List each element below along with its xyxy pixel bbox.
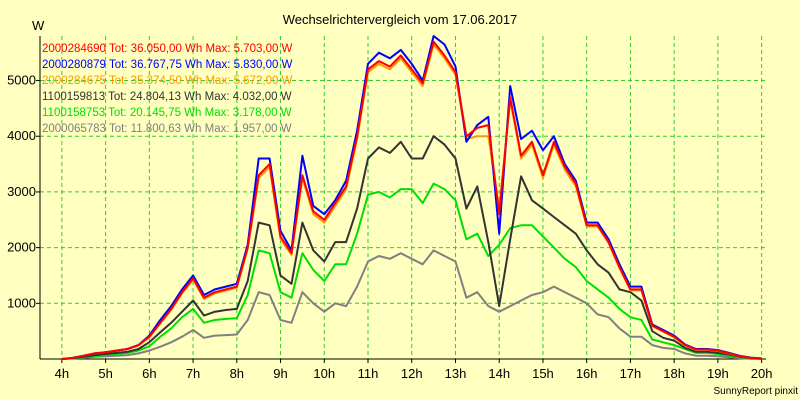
x-tick-label: 15h [532,366,554,381]
legend-entry-2000280879: 2000280879 Tot: 36.767,75 Wh Max: 5.830,… [42,59,293,71]
axis-layer: 4h 5h 6h 7h 8h 9h 10h 11h 12h 13h 14h 15h 16h 17h 18h 1… [7,36,772,381]
legend: 2000284690 Tot: 36.050,00 Wh Max: 5.703,… [42,43,293,135]
x-tick-label: 16h [576,366,598,381]
x-tick-label: 19h [707,366,729,381]
x-tick-label: 4h [55,366,69,381]
x-tick-label: 11h [358,366,379,381]
y-tick-label: 4000 [7,128,36,143]
x-tick-label: 10h [313,366,335,381]
x-tick-label: 8h [230,366,244,381]
legend-entry-2000284690: 2000284690 Tot: 36.050,00 Wh Max: 5.703,… [42,43,293,55]
legend-entry-1100158753: 1100158753 Tot: 20.145,75 Wh Max: 3.178,… [42,107,292,119]
x-tick-label: 9h [273,366,287,381]
series-line-2000284690 [61,40,762,360]
x-tick-label: 6h [142,366,156,381]
chart-title: Wechselrichtervergleich vom 17.06.2017 [283,12,518,27]
x-tick-label: 12h [401,366,423,381]
legend-entry-2000065783: 2000065783 Tot: 11.800,63 Wh Max: 1.957,… [42,123,292,135]
x-tick-label: 13h [445,366,467,381]
y-tick-label: 1000 [7,295,36,310]
x-tick-label: 20h [751,366,773,381]
y-tick-label: 2000 [7,240,36,255]
x-tick-label: 18h [663,366,685,381]
series-line-1100158753 [61,182,762,360]
y-tick-label: 5000 [7,73,36,88]
series-layer [61,35,762,360]
footer-credit: SunnyReport pinxit [714,386,799,397]
x-tick-label: 17h [620,366,642,381]
x-tick-label: 5h [98,366,112,381]
x-tick-label: 14h [488,366,510,381]
series-line-1100159813 [61,135,762,360]
x-tick-label: 7h [186,366,200,381]
y-tick-label: 3000 [7,184,36,199]
series-line-2000065783 [61,249,762,360]
y-axis-unit-label: W [32,18,45,33]
legend-entry-1100159813: 1100159813 Tot: 24.804,13 Wh Max: 4.032,… [42,91,292,103]
legend-entry-2000284675: 2000284675 Tot: 35.374,50 Wh Max: 5.672,… [42,75,293,87]
